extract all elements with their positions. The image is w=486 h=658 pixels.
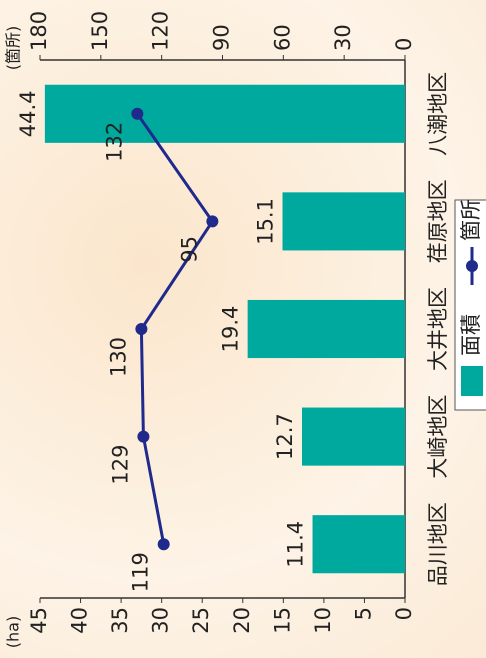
y-tick-label: 40 (68, 607, 92, 634)
y-axis-label: (ha) (4, 616, 23, 648)
x-tick-label: 八潮地区 (426, 72, 450, 156)
bar (45, 85, 405, 143)
legend-swatch-point (466, 260, 478, 272)
bar (302, 408, 405, 466)
legend-swatch (461, 366, 483, 396)
line-value-label: 95 (177, 236, 201, 263)
y2-tick-label: 90 (210, 24, 234, 51)
line-point (158, 538, 170, 550)
y-tick-label: 30 (149, 607, 173, 634)
y-tick-label: 15 (270, 607, 294, 634)
x-tick-label: 荏原地区 (426, 179, 450, 263)
y2-axis-label: (箇所) (4, 26, 23, 71)
line-value-label: 130 (106, 337, 130, 377)
y-tick-label: 25 (189, 607, 213, 634)
legend-label: 箇所 (459, 199, 483, 241)
line-point (131, 108, 143, 120)
y2-tick-label: 120 (149, 11, 173, 51)
y-tick-label: 45 (27, 607, 51, 634)
y2-tick-label: 150 (88, 11, 112, 51)
x-tick-label: 大井地区 (426, 287, 450, 371)
x-tick-label: 大崎地区 (426, 395, 450, 479)
line-point (206, 215, 218, 227)
line-point (135, 323, 147, 335)
page: (ha) (箇所) 0 5 10 15 20 25 30 35 40 45 0 30 60 90 120 15… (0, 0, 486, 658)
bar-value-label: 11.4 (284, 521, 308, 568)
bar-value-label: 15.1 (254, 198, 278, 245)
line-value-label: 119 (129, 552, 153, 592)
line-value-label: 129 (108, 445, 132, 485)
x-tick-label: 品川地区 (426, 502, 450, 586)
y2-tick-label: 0 (392, 38, 416, 51)
bar (313, 515, 405, 573)
y-tick-label: 35 (108, 607, 132, 634)
y-tick-label: 0 (392, 607, 416, 620)
legend-label: 面積 (459, 314, 483, 356)
y-tick-label: 20 (230, 607, 254, 634)
bar (248, 300, 405, 358)
line-value-label: 132 (102, 122, 126, 162)
bar-value-label: 19.4 (219, 306, 243, 353)
y2-tick-label: 180 (27, 11, 51, 51)
y-tick-label: 10 (311, 607, 335, 634)
line-point (137, 431, 149, 443)
y-tick-label: 5 (351, 607, 375, 620)
y2-tick-label: 30 (331, 24, 355, 51)
bar-value-label: 44.4 (16, 90, 40, 137)
bar-value-label: 12.7 (273, 413, 297, 460)
chart: (ha) (箇所) 0 5 10 15 20 25 30 35 40 45 0 30 60 90 120 15… (0, 0, 486, 658)
line (137, 114, 212, 544)
bar (283, 192, 405, 250)
y2-tick-label: 60 (270, 24, 294, 51)
